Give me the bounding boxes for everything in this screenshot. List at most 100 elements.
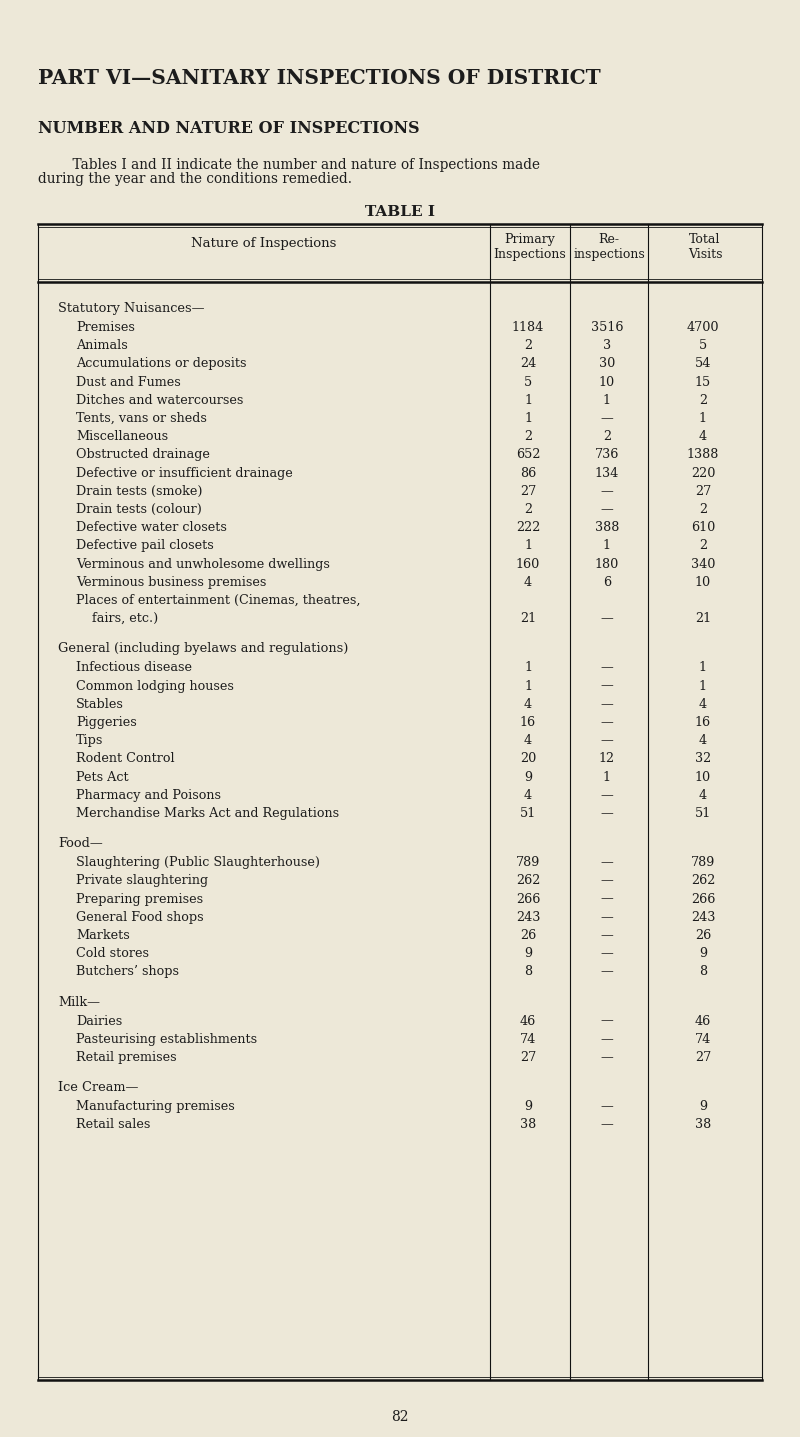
Text: Accumulations or deposits: Accumulations or deposits: [76, 358, 246, 371]
Text: Ice Cream—: Ice Cream—: [58, 1081, 138, 1094]
Text: General Food shops: General Food shops: [76, 911, 204, 924]
Text: 220: 220: [691, 467, 715, 480]
Text: —: —: [601, 503, 614, 516]
Text: Pasteurising establishments: Pasteurising establishments: [76, 1033, 257, 1046]
Text: 26: 26: [695, 928, 711, 943]
Text: 340: 340: [691, 558, 715, 570]
Text: 266: 266: [516, 892, 540, 905]
Text: 5: 5: [524, 375, 532, 388]
Text: 2: 2: [524, 339, 532, 352]
Text: 2: 2: [524, 503, 532, 516]
Text: 180: 180: [595, 558, 619, 570]
Text: 20: 20: [520, 753, 536, 766]
Text: —: —: [601, 947, 614, 960]
Text: Tips: Tips: [76, 734, 103, 747]
Text: 4: 4: [524, 734, 532, 747]
Text: 21: 21: [520, 612, 536, 625]
Text: —: —: [601, 716, 614, 729]
Text: 9: 9: [524, 1101, 532, 1114]
Text: Defective water closets: Defective water closets: [76, 522, 227, 535]
Text: —: —: [601, 892, 614, 905]
Text: —: —: [601, 808, 614, 821]
Text: 160: 160: [516, 558, 540, 570]
Text: TABLE I: TABLE I: [365, 205, 435, 218]
Text: 652: 652: [516, 448, 540, 461]
Text: Drain tests (colour): Drain tests (colour): [76, 503, 202, 516]
Text: —: —: [601, 856, 614, 869]
Text: 1184: 1184: [512, 320, 544, 333]
Text: 38: 38: [520, 1118, 536, 1131]
Text: General (including byelaws and regulations): General (including byelaws and regulatio…: [58, 642, 348, 655]
Text: 46: 46: [520, 1015, 536, 1027]
Text: —: —: [601, 1050, 614, 1063]
Text: Ditches and watercourses: Ditches and watercourses: [76, 394, 243, 407]
Text: Premises: Premises: [76, 320, 135, 333]
Text: Inspections: Inspections: [494, 249, 566, 262]
Text: 1388: 1388: [687, 448, 719, 461]
Text: 4: 4: [524, 789, 532, 802]
Text: Total: Total: [690, 233, 721, 246]
Text: 8: 8: [524, 966, 532, 979]
Text: 46: 46: [695, 1015, 711, 1027]
Text: Miscellaneous: Miscellaneous: [76, 430, 168, 443]
Text: 82: 82: [391, 1410, 409, 1424]
Text: 1: 1: [603, 394, 611, 407]
Text: Verminous and unwholesome dwellings: Verminous and unwholesome dwellings: [76, 558, 330, 570]
Text: Visits: Visits: [688, 249, 722, 262]
Text: Stables: Stables: [76, 698, 124, 711]
Text: 1: 1: [524, 680, 532, 693]
Text: NUMBER AND NATURE OF INSPECTIONS: NUMBER AND NATURE OF INSPECTIONS: [38, 121, 420, 137]
Text: PART VI—SANITARY INSPECTIONS OF DISTRICT: PART VI—SANITARY INSPECTIONS OF DISTRICT: [38, 68, 601, 88]
Text: 1: 1: [524, 412, 532, 425]
Text: 51: 51: [695, 808, 711, 821]
Text: Markets: Markets: [76, 928, 130, 943]
Text: 789: 789: [691, 856, 715, 869]
Text: 27: 27: [520, 1050, 536, 1063]
Text: Milk—: Milk—: [58, 996, 100, 1009]
Text: 4: 4: [699, 430, 707, 443]
Text: —: —: [601, 412, 614, 425]
Text: 3516: 3516: [590, 320, 623, 333]
Text: 2: 2: [699, 539, 707, 552]
Text: 3: 3: [603, 339, 611, 352]
Text: 610: 610: [691, 522, 715, 535]
Text: Dust and Fumes: Dust and Fumes: [76, 375, 181, 388]
Text: 1: 1: [603, 770, 611, 783]
Text: Pets Act: Pets Act: [76, 770, 129, 783]
Text: 1: 1: [699, 412, 707, 425]
Text: 2: 2: [699, 394, 707, 407]
Text: 9: 9: [524, 770, 532, 783]
Text: 27: 27: [520, 484, 536, 497]
Text: 2: 2: [603, 430, 611, 443]
Text: 2: 2: [699, 503, 707, 516]
Text: Drain tests (smoke): Drain tests (smoke): [76, 484, 202, 497]
Text: —: —: [601, 484, 614, 497]
Text: Verminous business premises: Verminous business premises: [76, 576, 266, 589]
Text: —: —: [601, 911, 614, 924]
Text: Places of entertainment (Cinemas, theatres,: Places of entertainment (Cinemas, theatr…: [76, 593, 361, 606]
Text: Merchandise Marks Act and Regulations: Merchandise Marks Act and Regulations: [76, 808, 339, 821]
Text: 262: 262: [691, 874, 715, 888]
Text: 30: 30: [599, 358, 615, 371]
Text: Retail premises: Retail premises: [76, 1050, 177, 1063]
Text: Butchers’ shops: Butchers’ shops: [76, 966, 179, 979]
Text: —: —: [601, 734, 614, 747]
Text: 9: 9: [699, 1101, 707, 1114]
Text: 9: 9: [699, 947, 707, 960]
Text: 10: 10: [599, 375, 615, 388]
Text: 243: 243: [516, 911, 540, 924]
Text: Re-: Re-: [598, 233, 619, 246]
Text: —: —: [601, 698, 614, 711]
Text: 1: 1: [699, 680, 707, 693]
Text: 243: 243: [691, 911, 715, 924]
Text: Pharmacy and Poisons: Pharmacy and Poisons: [76, 789, 221, 802]
Text: 12: 12: [599, 753, 615, 766]
Text: Rodent Control: Rodent Control: [76, 753, 174, 766]
Text: 262: 262: [516, 874, 540, 888]
Text: inspections: inspections: [573, 249, 645, 262]
Text: Retail sales: Retail sales: [76, 1118, 150, 1131]
Text: Slaughtering (Public Slaughterhouse): Slaughtering (Public Slaughterhouse): [76, 856, 320, 869]
Text: 388: 388: [595, 522, 619, 535]
Text: Defective or insufficient drainage: Defective or insufficient drainage: [76, 467, 293, 480]
Text: 10: 10: [695, 576, 711, 589]
